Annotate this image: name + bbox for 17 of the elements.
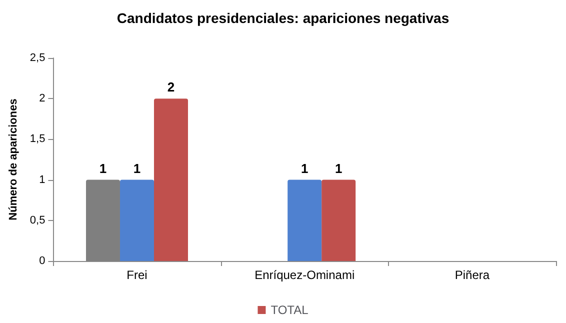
data-label: 2 — [167, 80, 175, 95]
chart-title: Candidatos presidenciales: apariciones negativas — [116, 10, 450, 26]
y-tick-label: 0,5 — [30, 214, 46, 226]
x-tick-label: Piñera — [454, 268, 490, 282]
y-tick-label: 1,5 — [30, 133, 46, 146]
data-label: 1 — [334, 160, 342, 176]
data-label: 1 — [300, 160, 308, 176]
y-tick-label: 0 — [39, 255, 46, 267]
y-tick-label: 2 — [39, 92, 46, 105]
legend-label: TOTAL — [270, 303, 309, 317]
x-tick-label: Enríquez-Ominami — [254, 268, 355, 282]
data-label: 1 — [133, 160, 141, 176]
y-axis-title: Número de apariciones — [8, 98, 20, 220]
y-tick-label: 2,5 — [30, 52, 46, 64]
x-tick-label: Frei — [126, 268, 148, 282]
data-label: 1 — [99, 160, 107, 176]
y-tick-label: 1 — [39, 174, 46, 186]
